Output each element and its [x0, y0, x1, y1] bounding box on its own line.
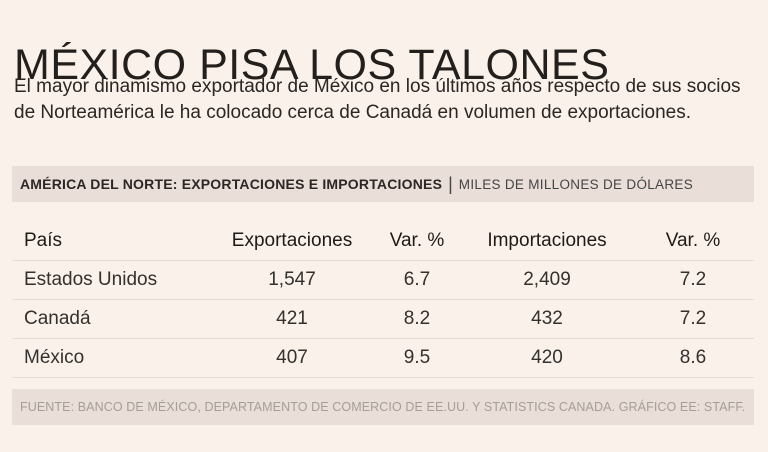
source-credit: FUENTE: BANCO DE MÉXICO, DEPARTAMENTO DE… — [20, 400, 746, 414]
cell-var-importaciones: 7.2 — [632, 260, 754, 300]
table-row: México 407 9.5 420 8.6 — [12, 338, 754, 378]
cell-var-exportaciones: 9.5 — [372, 338, 462, 378]
section-header: AMÉRICA DEL NORTE: EXPORTACIONES E IMPOR… — [12, 166, 754, 202]
column-header-importaciones: Importaciones — [462, 222, 632, 261]
cell-var-importaciones: 8.6 — [632, 338, 754, 378]
column-header-exportaciones: Exportaciones — [212, 222, 372, 261]
cell-importaciones: 432 — [462, 299, 632, 339]
column-header-pais: País — [12, 222, 212, 261]
data-table: País Exportaciones Var. % Importaciones … — [12, 222, 754, 378]
section-units: MILES DE MILLONES DE DÓLARES — [458, 176, 694, 192]
section-title: AMÉRICA DEL NORTE: EXPORTACIONES E IMPOR… — [20, 176, 443, 192]
dek: El mayor dinamismo exportador de México … — [14, 76, 741, 123]
cell-var-importaciones: 7.2 — [632, 299, 754, 339]
cell-exportaciones: 421 — [212, 299, 372, 339]
cell-country: Canadá — [12, 299, 212, 339]
cell-country: México — [12, 338, 212, 378]
headline: MÉXICO PISA LOS TALONES — [14, 40, 610, 89]
cell-exportaciones: 407 — [212, 338, 372, 378]
cell-var-exportaciones: 8.2 — [372, 299, 462, 339]
cell-exportaciones: 1,547 — [212, 260, 372, 300]
column-header-var-exportaciones: Var. % — [372, 222, 462, 261]
cell-importaciones: 2,409 — [462, 260, 632, 300]
table-header-row: País Exportaciones Var. % Importaciones … — [12, 222, 754, 261]
section-separator: | — [448, 173, 453, 194]
table-row: Canadá 421 8.2 432 7.2 — [12, 299, 754, 339]
source-footer: FUENTE: BANCO DE MÉXICO, DEPARTAMENTO DE… — [12, 389, 754, 425]
table-row: Estados Unidos 1,547 6.7 2,409 7.2 — [12, 260, 754, 300]
cell-country: Estados Unidos — [12, 260, 212, 300]
cell-importaciones: 420 — [462, 338, 632, 378]
cell-var-exportaciones: 6.7 — [372, 260, 462, 300]
column-header-var-importaciones: Var. % — [632, 222, 754, 261]
